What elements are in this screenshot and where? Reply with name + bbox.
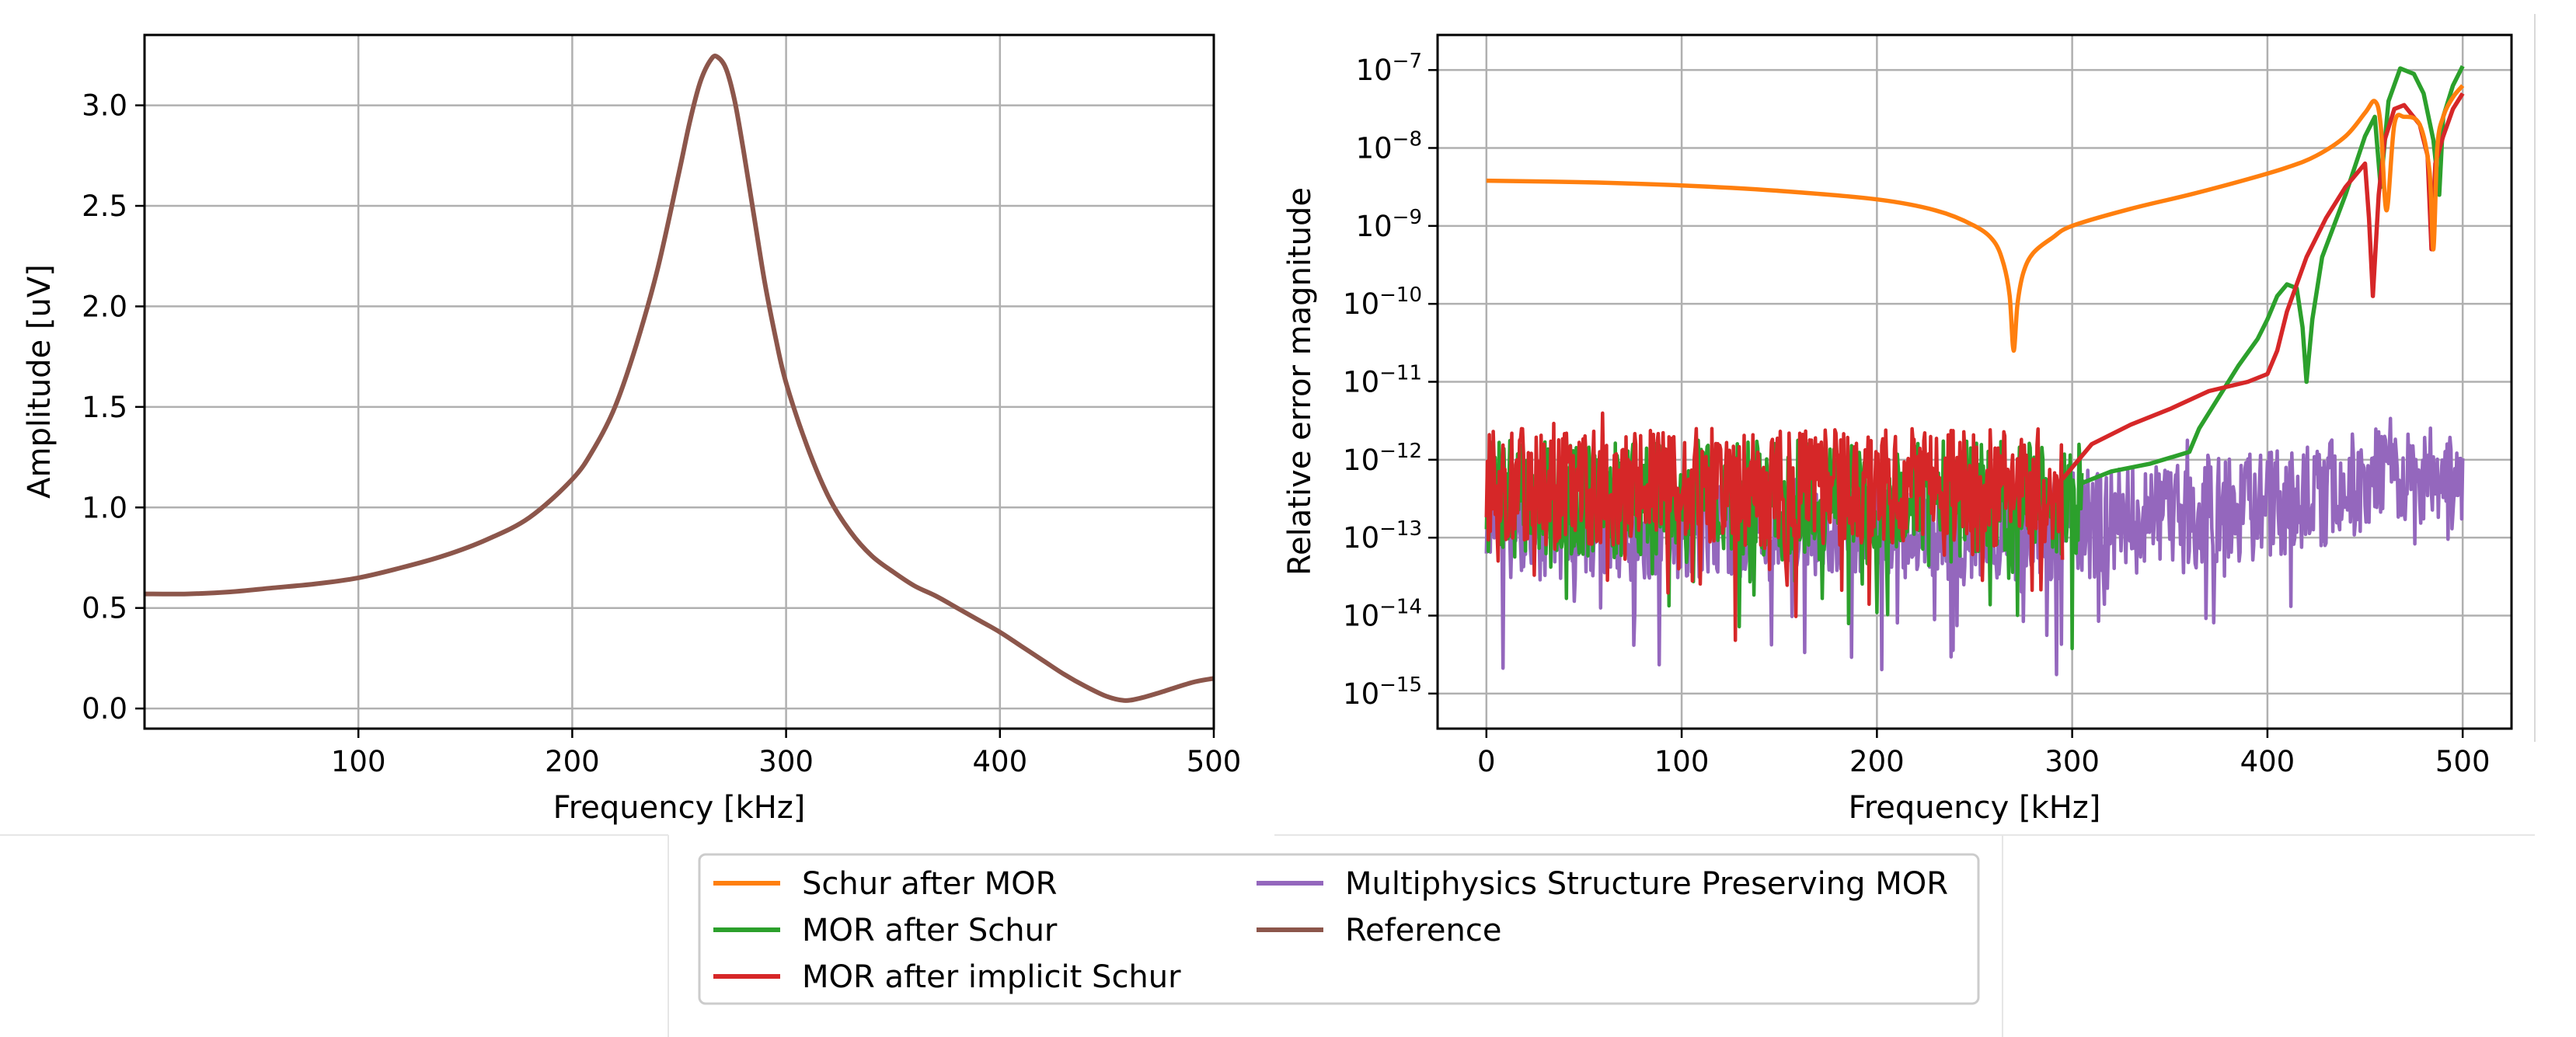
left-y-axis-label: Amplitude [uV] [22,264,58,499]
left-y-tick-label: 3.0 [82,89,127,123]
left-series [144,53,1215,703]
left-y-tick-label: 0.5 [82,592,127,625]
legend-label: MOR after Schur [802,913,1058,948]
left-x-axis-label: Frequency [kHz] [553,790,806,826]
legend-entry: MOR after implicit Schur [713,959,1181,995]
right-x-axis-label: Frequency [kHz] [1849,790,2101,826]
legend-label: MOR after implicit Schur [802,959,1181,995]
series-line-reference [144,53,1215,703]
left-y-tick-label: 2.5 [82,190,127,223]
right-x-tick-label: 300 [2044,745,2100,778]
legend-entry: Reference [1257,913,1501,948]
left-y-tick-label: 1.0 [82,491,127,524]
legend-box [698,853,1980,1005]
right-x-tick-label: 0 [1477,745,1496,778]
right-y-tick-label: 10−15 [1343,673,1422,711]
right-series [1484,64,2465,677]
left-y-tick-label: 1.5 [82,391,127,424]
left-y-tick-label: 0.0 [82,692,127,726]
right-x-tick-label: 400 [2240,745,2295,778]
right-y-tick-label: 10−12 [1343,440,1422,477]
legend-label: Schur after MOR [802,866,1057,902]
left-ticks: 100 200 300 400 500 0.0 0.5 1.0 1.5 2.0 2.5 3.0 [82,89,1241,778]
legend: Schur after MOR MOR after Schur MOR after … [698,853,1980,1005]
left-x-tick-label: 200 [545,745,600,778]
left-x-tick-label: 100 [331,745,386,778]
legend-entry: Schur after MOR [713,866,1057,902]
amplitude-chart: 100 200 300 400 500 0.0 0.5 1.0 1.5 2.0 2.5 3.0 Fre… [22,33,1241,826]
right-y-tick-label: 10−8 [1356,127,1422,165]
left-x-tick-label: 300 [758,745,814,778]
right-y-axis-label: Relative error magnitude [1282,187,1318,576]
right-y-tick-label: 10−13 [1343,517,1422,555]
right-x-tick-label: 100 [1654,745,1710,778]
right-y-tick-label: 10−10 [1343,284,1422,321]
series-line-schur-after-mor [1486,84,2465,353]
right-y-tick-label: 10−14 [1343,596,1422,633]
left-x-tick-label: 500 [1187,745,1242,778]
legend-label: Reference [1345,913,1501,948]
right-ticks: 0 100 200 300 400 500 10−15 10−14 10−13 10−12 10−1… [1343,50,2490,778]
series-line-mor-after-schur [2081,64,2465,485]
legend-entry: Multiphysics Structure Preserving MOR [1257,866,1948,902]
left-y-tick-label: 2.0 [82,290,127,323]
legend-label: Multiphysics Structure Preserving MOR [1345,866,1948,902]
left-x-tick-label: 400 [972,745,1027,778]
legend-entry: MOR after Schur [713,913,1058,948]
left-plot-frame [143,33,1215,730]
right-y-tick-label: 10−11 [1343,362,1422,399]
series-line-mor-after-implicit-schur-noise [1484,411,2065,642]
relative-error-chart: 0 100 200 300 400 500 10−15 10−14 10−13 10−12 10−1… [1282,33,2513,826]
right-x-tick-label: 200 [1849,745,1905,778]
right-x-tick-label: 500 [2435,745,2491,778]
right-y-tick-label: 10−7 [1356,50,1422,87]
right-y-tick-label: 10−9 [1356,206,1422,243]
